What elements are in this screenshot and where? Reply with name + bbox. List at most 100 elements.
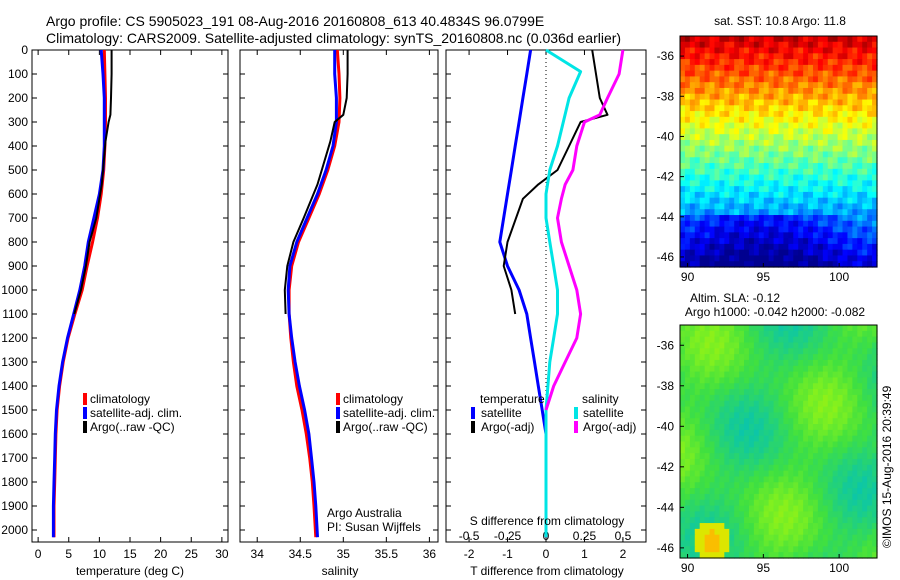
map-cell [847, 82, 853, 89]
map-cell [798, 47, 804, 54]
map-cell [832, 389, 839, 396]
map-cell [758, 365, 765, 373]
map-cell [719, 540, 725, 547]
map-cell [689, 517, 696, 524]
map-cell [699, 238, 706, 245]
map-cell [837, 203, 844, 210]
map-cell [852, 377, 858, 384]
map-cell [699, 209, 706, 216]
map-cell [729, 348, 735, 355]
map-cell [867, 406, 873, 413]
map-cell [862, 499, 868, 507]
map-cell [689, 377, 696, 384]
map-cell [788, 105, 794, 112]
map-cell [812, 540, 819, 547]
legend-swatch-climatology [83, 393, 87, 405]
map-cell [808, 238, 814, 245]
map-cell [768, 111, 775, 118]
map-cell [704, 330, 711, 338]
map-cell [803, 377, 809, 384]
map-cell [744, 249, 750, 257]
map-y-tick-label: -42 [657, 460, 675, 474]
map-cell [867, 505, 873, 512]
map-cell [734, 552, 740, 559]
map-cell [773, 186, 780, 193]
map-cell [744, 354, 750, 361]
map-cell [748, 41, 755, 49]
map-cell [798, 418, 804, 425]
map-cell [773, 116, 780, 124]
map-cell [798, 377, 804, 384]
map-cell [867, 377, 873, 384]
map-cell [788, 383, 794, 390]
map-cell [778, 36, 785, 43]
map-cell [714, 87, 720, 95]
map-cell [808, 111, 814, 118]
map-cell [684, 191, 691, 199]
map-cell [788, 400, 794, 408]
map-cell [768, 203, 775, 210]
map-cell [768, 482, 775, 489]
map-cell [803, 540, 809, 547]
map-cell [709, 476, 716, 483]
map-cell [798, 552, 804, 559]
map-cell [729, 447, 735, 454]
map-cell [847, 59, 853, 66]
map-cell [867, 464, 873, 472]
map-cell [812, 429, 819, 437]
map-cell [793, 447, 799, 454]
map-cell [852, 122, 858, 130]
map-cell [684, 145, 691, 153]
map-cell [872, 82, 878, 89]
map-cell [812, 394, 819, 402]
map-cell [684, 36, 691, 43]
map-cell [680, 354, 686, 361]
map-cell [817, 116, 824, 124]
map-cell [837, 76, 844, 83]
map-cell [837, 238, 844, 245]
map-cell [842, 174, 849, 181]
map-cell [709, 53, 716, 60]
map-cell [842, 93, 849, 101]
map-cell [778, 371, 785, 379]
map-cell [872, 377, 878, 384]
map-cell [694, 389, 701, 396]
map-cell [788, 249, 794, 257]
map-cell [793, 330, 799, 338]
map-cell [763, 145, 770, 153]
map-cell [793, 99, 799, 106]
map-cell [852, 330, 858, 338]
map-cell [763, 552, 770, 559]
map-cell [852, 243, 858, 251]
map-cell [778, 64, 785, 72]
map-cell [724, 197, 730, 205]
map-cell [778, 365, 785, 373]
map-cell [704, 464, 711, 472]
map-cell [852, 400, 858, 408]
map-cell [832, 105, 839, 112]
map-cell [812, 82, 819, 89]
map-cell [689, 383, 696, 390]
map-cell [812, 505, 819, 512]
map-cell [684, 377, 691, 384]
map-cell [847, 394, 853, 402]
map-cell [837, 383, 844, 390]
map-cell [768, 87, 775, 95]
map-cell [822, 82, 829, 89]
map-cell [842, 238, 849, 245]
map-cell [817, 528, 824, 536]
map-cell [847, 93, 853, 101]
map-cell [763, 53, 770, 60]
map-cell [832, 249, 839, 257]
map-cell [827, 76, 834, 83]
map-cell [837, 93, 844, 101]
map-cell [812, 493, 819, 501]
map-cell [798, 389, 804, 396]
x-tick-label: 1 [581, 547, 588, 561]
map-cell [689, 505, 696, 512]
map-cell [798, 203, 804, 210]
map-cell [753, 342, 760, 349]
map-cell [714, 523, 720, 530]
map-cell [857, 453, 863, 460]
map-cell [793, 517, 799, 524]
